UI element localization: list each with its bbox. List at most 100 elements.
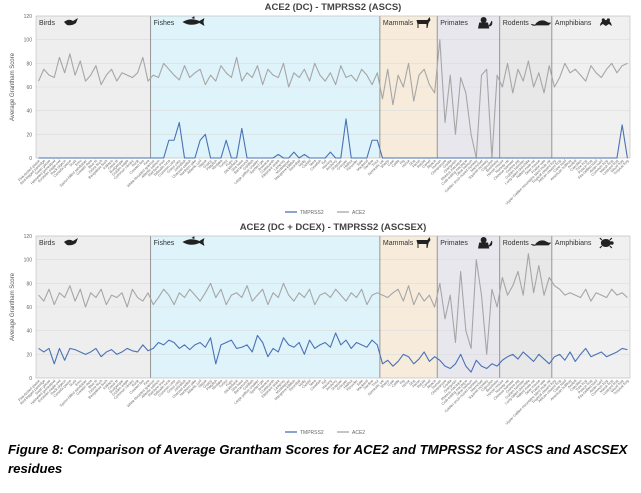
data-point: [392, 157, 394, 159]
data-point: [142, 157, 144, 159]
data-point: [595, 292, 597, 294]
data-point: [90, 157, 91, 159]
y-axis-label: Average Grantham Score: [10, 272, 16, 341]
y-tick-label: 100: [24, 38, 33, 44]
rat-icon: [530, 20, 552, 26]
y-tick-label: 40: [26, 329, 32, 335]
x-tick-label: Cattle: [391, 379, 400, 388]
x-tick-label: Fugu: [225, 379, 234, 388]
data-point: [184, 65, 185, 66]
data-point: [147, 80, 149, 82]
data-point: [554, 157, 555, 159]
data-point: [288, 157, 289, 159]
data-point: [225, 342, 227, 343]
data-point: [225, 140, 227, 141]
data-point: [371, 140, 373, 141]
data-point: [241, 346, 243, 348]
data-point: [152, 304, 154, 305]
data-point: [173, 342, 175, 343]
data-point: [38, 294, 39, 296]
data-point: [444, 318, 446, 320]
chart-title: ACE2 (DC) - TMPRSS2 (ASCS): [265, 2, 402, 13]
data-point: [48, 289, 50, 290]
data-point: [413, 157, 415, 159]
x-tick-label: Herring: [321, 379, 332, 390]
y-tick-label: 40: [26, 109, 32, 115]
x-tick-label: Halibut: [343, 159, 354, 170]
data-point: [496, 365, 498, 367]
data-point: [189, 289, 190, 290]
x-tick-label: Medaka: [211, 159, 223, 171]
x-tick-label: Rook: [131, 159, 140, 168]
data-point: [580, 354, 581, 355]
x-tick-label: Kea: [143, 159, 150, 166]
data-point: [179, 122, 180, 123]
data-point: [606, 356, 607, 357]
data-point: [564, 360, 566, 361]
data-point: [377, 140, 378, 141]
data-point: [522, 351, 524, 353]
data-point: [272, 292, 274, 294]
data-point: [496, 74, 498, 76]
data-point: [595, 72, 597, 74]
data-point: [95, 157, 97, 159]
data-point: [163, 63, 164, 64]
x-tick-label: Alpaca: [426, 159, 437, 170]
data-point: [126, 306, 128, 308]
data-point: [236, 57, 237, 58]
data-point: [413, 363, 415, 365]
x-tick-label: Ferret: [412, 379, 422, 389]
data-point: [330, 346, 331, 348]
data-point: [100, 289, 102, 290]
monkey-icon: [478, 17, 493, 29]
data-point: [251, 300, 253, 302]
data-point: [194, 344, 196, 346]
data-point: [377, 292, 378, 294]
data-point: [246, 157, 248, 159]
x-tick-label: Herring: [321, 159, 332, 170]
data-point: [481, 74, 482, 76]
x-tick-label: Horse: [401, 379, 411, 389]
data-point: [38, 157, 39, 159]
data-point: [126, 74, 128, 76]
data-point: [392, 365, 394, 367]
data-point: [142, 300, 144, 302]
legend: TMPRSS2 ACE2: [285, 210, 365, 216]
x-tick-label: Eel: [321, 379, 328, 386]
data-point: [377, 344, 378, 346]
data-point: [533, 86, 534, 88]
data-point: [408, 63, 409, 64]
data-point: [304, 297, 305, 298]
data-point: [585, 348, 586, 349]
data-point: [48, 348, 50, 349]
data-point: [298, 77, 300, 78]
data-point: [345, 339, 347, 341]
data-point: [470, 371, 472, 373]
data-point: [481, 294, 482, 296]
data-point: [262, 157, 263, 159]
data-point: [189, 157, 190, 159]
data-point: [455, 157, 456, 159]
data-point: [340, 344, 342, 346]
series-line-ace2: [38, 39, 628, 159]
data-point: [387, 69, 388, 70]
data-point: [246, 344, 248, 346]
x-tick-label: Ferret: [412, 159, 422, 169]
data-point: [324, 80, 326, 82]
y-tick-label: 80: [26, 61, 32, 67]
data-point: [80, 289, 81, 290]
data-point: [53, 157, 55, 159]
data-point: [371, 339, 373, 341]
x-tick-label: Great tit: [107, 159, 119, 171]
data-point: [543, 294, 545, 296]
data-point: [356, 342, 357, 343]
data-point: [85, 157, 86, 159]
data-point: [194, 72, 196, 74]
data-point: [116, 157, 118, 159]
data-point: [48, 74, 50, 76]
data-point: [184, 157, 185, 159]
data-point: [413, 100, 415, 102]
data-point: [283, 157, 284, 159]
